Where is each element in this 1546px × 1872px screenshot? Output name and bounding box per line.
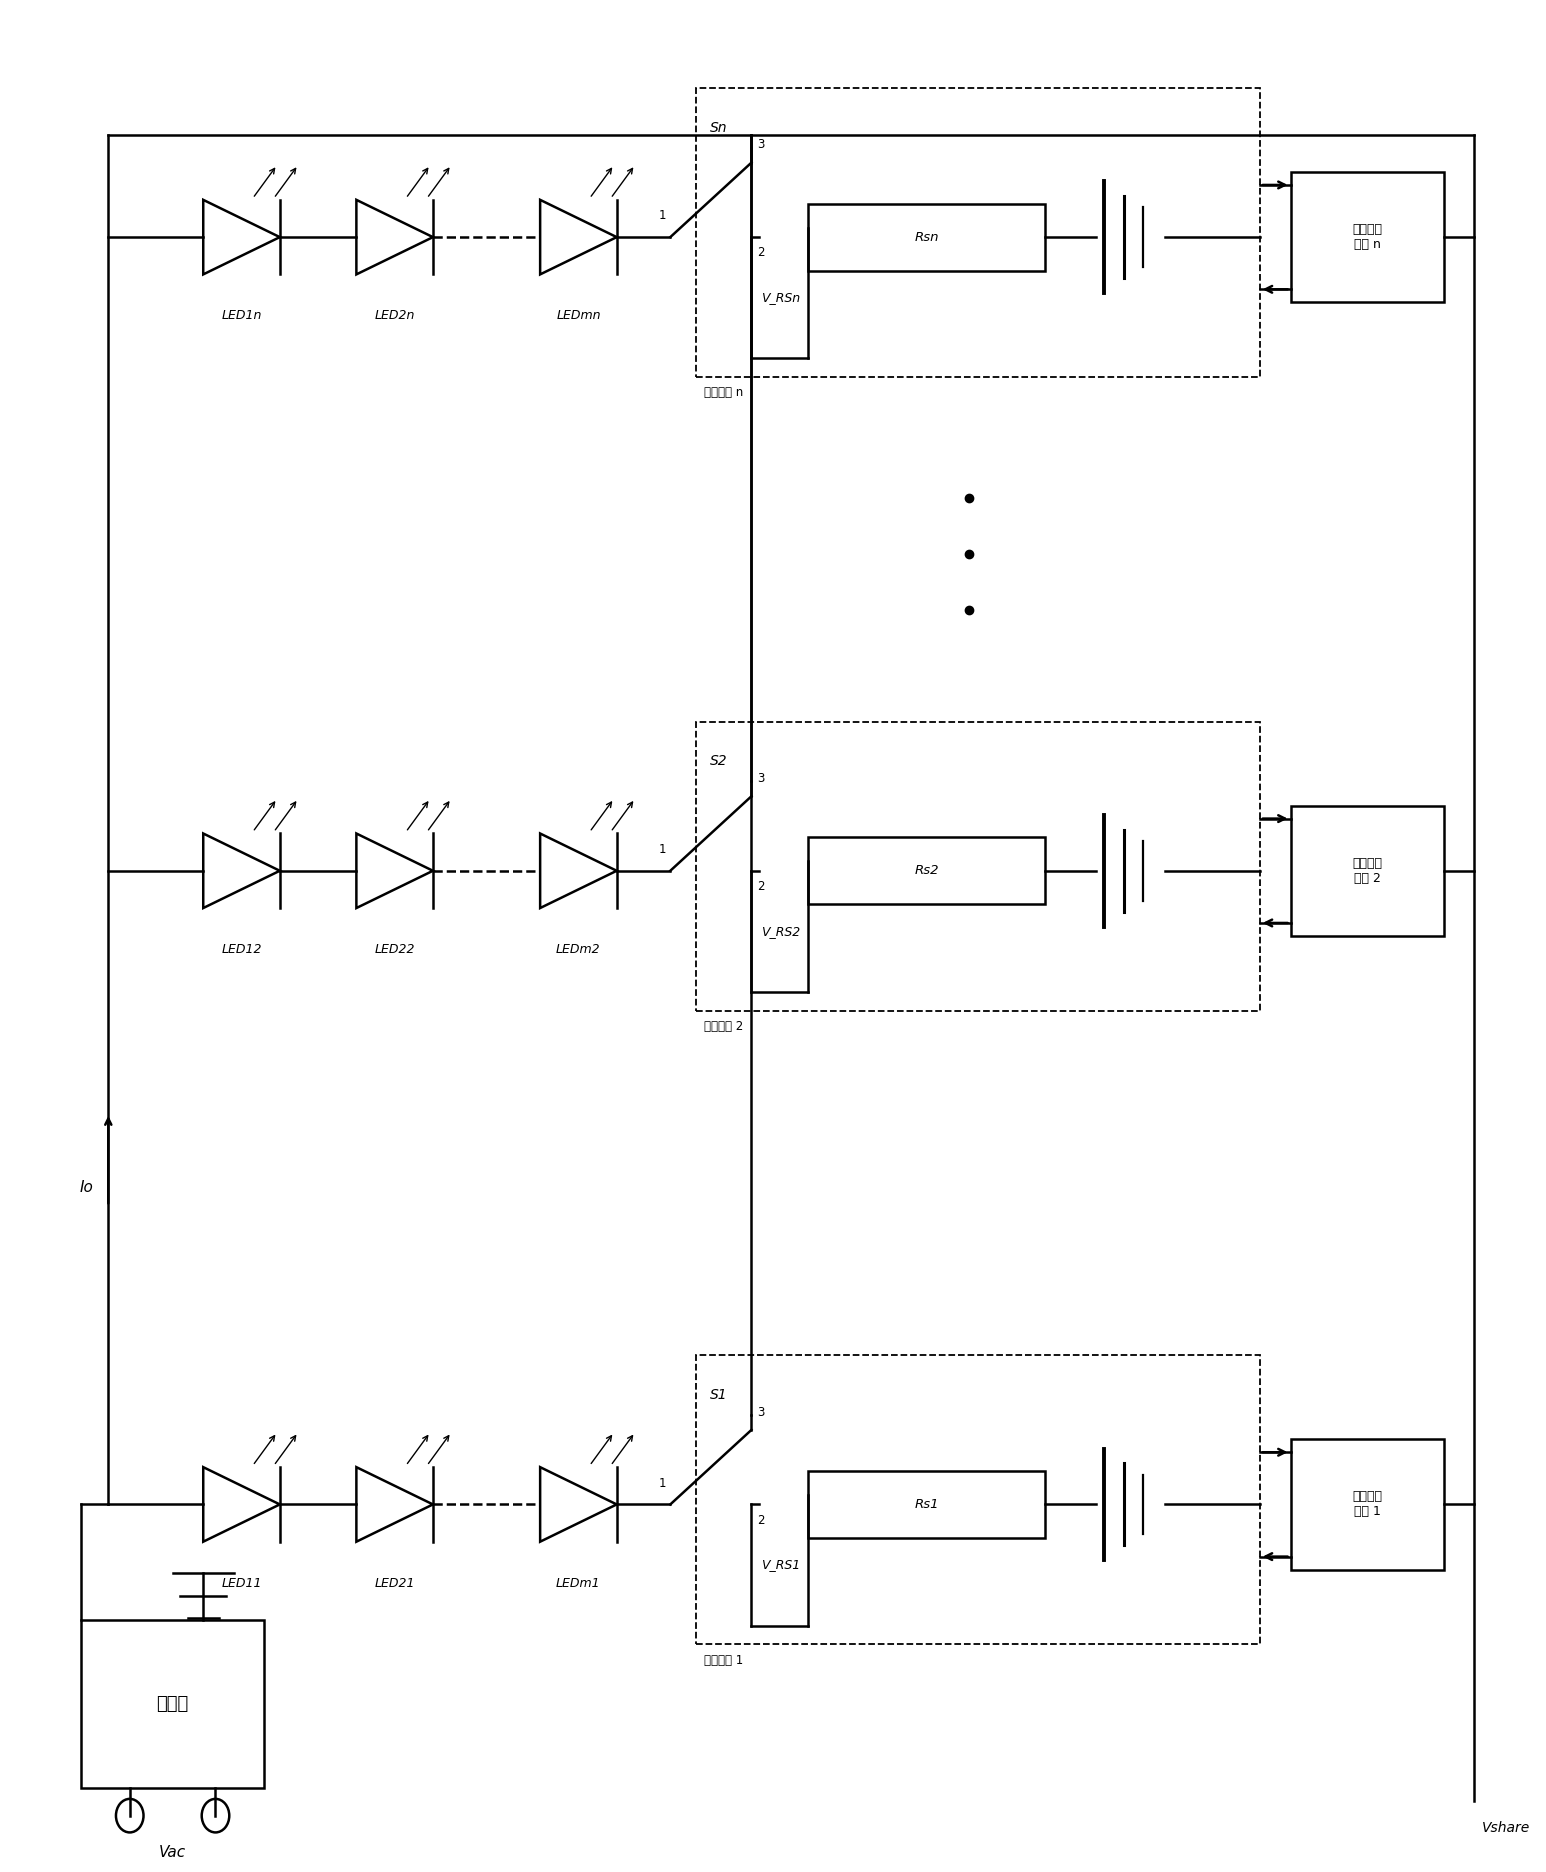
- Bar: [809, 1471, 1045, 1539]
- Bar: [1291, 1440, 1444, 1569]
- Text: LED11: LED11: [221, 1576, 261, 1589]
- Text: Sn: Sn: [710, 120, 727, 135]
- Text: 3: 3: [758, 771, 765, 784]
- Text: LEDm2: LEDm2: [557, 943, 601, 957]
- Text: 恒流源: 恒流源: [156, 1694, 189, 1713]
- Text: 均流电路 2: 均流电路 2: [705, 1020, 744, 1033]
- Text: 1: 1: [659, 1477, 666, 1490]
- Text: LED2n: LED2n: [374, 309, 414, 322]
- Text: 2: 2: [758, 1514, 765, 1528]
- Text: Rs1: Rs1: [915, 1498, 938, 1511]
- Text: 均流控制
电路 n: 均流控制 电路 n: [1353, 223, 1382, 251]
- Text: V_RS2: V_RS2: [761, 925, 801, 938]
- Text: 均流电路 n: 均流电路 n: [705, 386, 744, 399]
- Text: 3: 3: [758, 139, 765, 152]
- Text: Io: Io: [79, 1179, 93, 1194]
- Bar: [80, 1619, 264, 1788]
- Bar: [1291, 172, 1444, 303]
- Text: 2: 2: [758, 247, 765, 260]
- Text: LED21: LED21: [374, 1576, 414, 1589]
- Text: Rs2: Rs2: [915, 865, 938, 878]
- Text: S1: S1: [710, 1387, 727, 1402]
- Text: LED22: LED22: [374, 943, 414, 957]
- Text: V_RSn: V_RSn: [761, 292, 801, 303]
- Text: 3: 3: [758, 1406, 765, 1419]
- Text: LEDmn: LEDmn: [557, 309, 601, 322]
- Bar: [809, 837, 1045, 904]
- Text: 均流控制
电路 2: 均流控制 电路 2: [1353, 857, 1382, 885]
- Text: LEDm1: LEDm1: [557, 1576, 601, 1589]
- Bar: [696, 1355, 1260, 1644]
- Text: 均流控制
电路 1: 均流控制 电路 1: [1353, 1490, 1382, 1518]
- Text: LED1n: LED1n: [221, 309, 261, 322]
- Bar: [696, 723, 1260, 1011]
- Text: V_RS1: V_RS1: [761, 1559, 801, 1571]
- Text: 均流电路 1: 均流电路 1: [705, 1653, 744, 1666]
- Bar: [1291, 805, 1444, 936]
- Text: 2: 2: [758, 880, 765, 893]
- Text: Vac: Vac: [159, 1846, 186, 1861]
- Text: 1: 1: [659, 842, 666, 856]
- Text: Rsn: Rsn: [915, 230, 938, 243]
- Bar: [809, 204, 1045, 271]
- Text: 1: 1: [659, 210, 666, 223]
- Text: LED12: LED12: [221, 943, 261, 957]
- Bar: [696, 88, 1260, 376]
- Text: S2: S2: [710, 754, 727, 768]
- Text: Vshare: Vshare: [1483, 1821, 1531, 1835]
